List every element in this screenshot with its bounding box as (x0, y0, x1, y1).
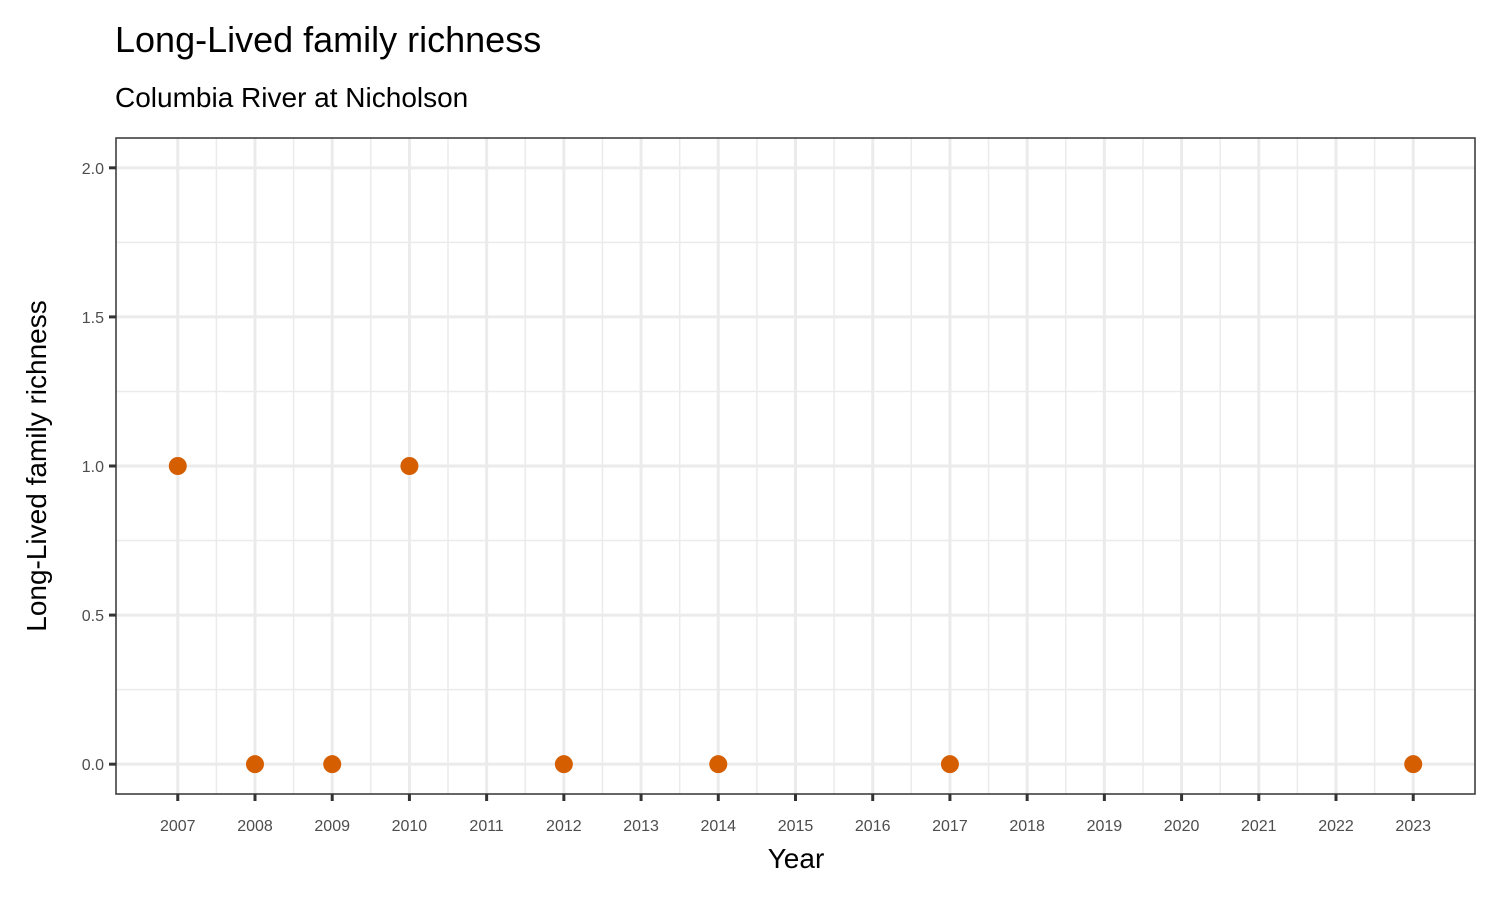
data-point (245, 755, 264, 774)
x-tick-label: 2016 (855, 818, 891, 835)
data-point (168, 457, 187, 475)
x-tick-label: 2019 (1087, 818, 1123, 835)
x-tick-label: 2023 (1395, 818, 1431, 835)
y-axis-title: Long-Lived family richness (21, 300, 52, 632)
x-tick-label: 2011 (469, 818, 504, 835)
y-tick-label: 0.0 (82, 757, 104, 774)
x-tick-label: 2017 (932, 818, 968, 835)
x-tick-label: 2018 (1009, 818, 1045, 835)
x-tick-label: 2007 (160, 818, 196, 835)
chart-title: Long-Lived family richness (115, 19, 541, 60)
data-point (709, 755, 728, 774)
data-point (323, 755, 342, 774)
chart-subtitle: Columbia River at Nicholson (115, 82, 468, 113)
x-tick-label: 2014 (700, 818, 736, 835)
x-tick-label: 2021 (1241, 818, 1277, 835)
x-tick-label: 2015 (778, 818, 814, 835)
y-tick-label: 1.5 (82, 310, 104, 327)
x-tick-label: 2022 (1318, 818, 1354, 835)
grid (116, 138, 1475, 794)
x-axis: 2007 2008 2009 2010 2011 2012 2013 2014 2015 2016… (160, 794, 1431, 835)
x-tick-label: 2012 (546, 818, 582, 835)
data-point (1404, 755, 1423, 774)
y-tick-label: 0.5 (82, 608, 104, 625)
data-points (168, 457, 1423, 774)
x-tick-label: 2009 (314, 818, 350, 835)
y-tick-label: 2.0 (82, 161, 104, 178)
y-axis: 0.0 0.5 1.0 1.5 2.0 (82, 161, 116, 774)
x-tick-label: 2013 (623, 818, 659, 835)
data-point (940, 755, 959, 774)
y-tick-label: 1.0 (82, 459, 104, 476)
x-tick-label: 2020 (1164, 818, 1200, 835)
data-point (400, 457, 419, 475)
x-axis-title: Year (768, 843, 825, 874)
x-tick-label: 2010 (392, 818, 428, 835)
data-point (554, 755, 573, 774)
x-tick-label: 2008 (237, 818, 273, 835)
